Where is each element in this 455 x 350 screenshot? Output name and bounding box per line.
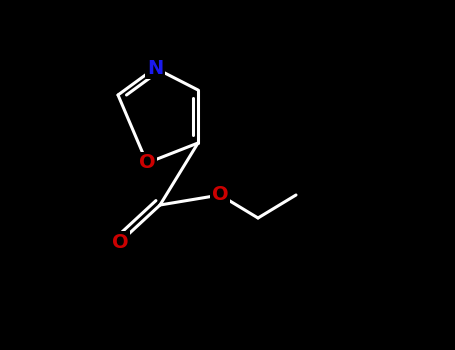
Text: O: O <box>111 232 128 252</box>
Text: N: N <box>147 58 163 77</box>
Text: O: O <box>212 186 228 204</box>
Text: O: O <box>139 154 155 173</box>
